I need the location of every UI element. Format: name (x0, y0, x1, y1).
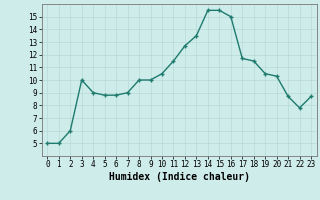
X-axis label: Humidex (Indice chaleur): Humidex (Indice chaleur) (109, 172, 250, 182)
